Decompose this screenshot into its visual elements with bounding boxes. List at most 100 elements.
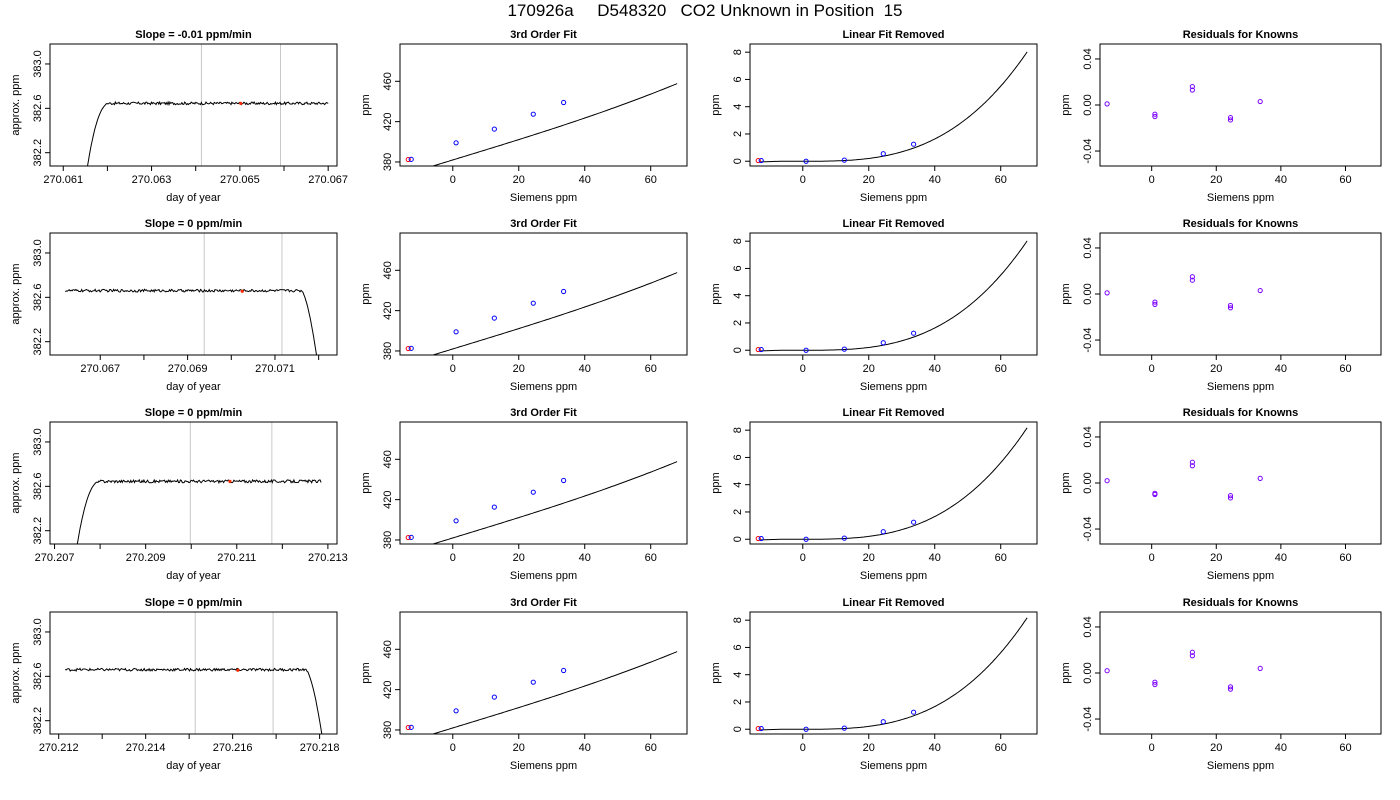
- plot-frame: [49, 232, 338, 356]
- x-tick-label: 20: [863, 742, 875, 754]
- x-tick-label: 0: [800, 363, 806, 375]
- data-point: [1257, 98, 1263, 105]
- fit-curve: [431, 651, 678, 734]
- data-point: [1227, 115, 1234, 121]
- data-point: [491, 126, 497, 132]
- x-axis-label: Siemens ppm: [860, 192, 927, 204]
- plot-area: [755, 427, 1028, 542]
- y-tick-label: 382.6: [32, 473, 44, 501]
- data-point: [408, 156, 414, 162]
- x-tick-label: 20: [513, 363, 525, 375]
- chart-title: Linear Fit Removed: [842, 218, 944, 230]
- chart-title: Slope = 0 ppm/min: [145, 407, 243, 419]
- chart-title: Residuals for Knowns: [1183, 597, 1299, 609]
- x-tick-label: 270.213: [308, 552, 348, 564]
- data-point: [561, 288, 567, 295]
- y-tick-label: 8: [732, 49, 744, 55]
- x-tick-label: 60: [995, 174, 1007, 186]
- y-axis-label: approx. ppm: [10, 642, 22, 703]
- data-point: [530, 489, 536, 495]
- x-tick-label: 270.212: [39, 742, 79, 754]
- x-tick-label: 0: [800, 174, 806, 186]
- y-tick-label: 0.04: [1082, 48, 1094, 69]
- data-point: [803, 347, 809, 353]
- x-tick-label: 0: [450, 174, 456, 186]
- y-tick-label: 460: [382, 72, 394, 90]
- y-tick-label: 0.00: [1082, 94, 1094, 115]
- y-tick-label: 2: [732, 699, 744, 705]
- x-tick-label: 40: [1275, 552, 1287, 564]
- y-tick-label: 380: [382, 721, 394, 739]
- y-tick-label: 0.04: [1082, 426, 1094, 447]
- plot-area: [76, 422, 322, 544]
- x-tick-label: 60: [645, 742, 657, 754]
- data-point: [755, 346, 761, 353]
- plot-area: [64, 233, 317, 355]
- plot-area: [405, 272, 678, 355]
- y-tick-label: 460: [382, 450, 394, 468]
- x-tick-label: 60: [645, 363, 657, 375]
- chart-panel-1-3: Residuals for Knowns 0 20 40 60 Siemens ppm -0…: [1060, 218, 1382, 393]
- data-point: [491, 694, 497, 700]
- x-tick-label: 0: [1149, 742, 1155, 754]
- fit-curve: [431, 83, 678, 166]
- data-point: [405, 345, 411, 352]
- x-tick-label: 0: [800, 552, 806, 564]
- data-point: [1189, 274, 1195, 280]
- data-point: [841, 535, 847, 541]
- plot-area: [1104, 274, 1263, 311]
- fit-curve: [431, 461, 678, 544]
- y-tick-label: 0.00: [1082, 283, 1094, 304]
- data-point: [1152, 299, 1158, 305]
- x-tick-label: 20: [863, 552, 875, 564]
- x-tick-label: 60: [1339, 363, 1351, 375]
- x-tick-label: 270.067: [80, 363, 120, 375]
- x-axis-label: Siemens ppm: [860, 760, 927, 772]
- chart-title: Residuals for Knowns: [1183, 29, 1299, 41]
- data-point: [1104, 478, 1110, 484]
- plot-frame: [399, 43, 688, 167]
- data-point: [841, 725, 847, 731]
- data-point: [1257, 287, 1263, 294]
- y-tick-label: 382.2: [32, 517, 44, 545]
- x-tick-label: 0: [450, 552, 456, 564]
- plot-frame: [749, 611, 1038, 735]
- data-point: [491, 504, 497, 510]
- x-tick-label: 270.211: [217, 552, 256, 564]
- y-tick-label: 382.2: [32, 328, 44, 356]
- chart-panel-1-2: Linear Fit Removed 0 20 40 60 Siemens ppm 0 2 4 6…: [710, 218, 1038, 393]
- data-point: [880, 529, 886, 535]
- data-point: [1104, 668, 1110, 674]
- x-tick-label: 270.063: [132, 174, 172, 186]
- plot-frame: [49, 611, 338, 735]
- y-axis-label: ppm: [1060, 662, 1072, 683]
- chart-title: Slope = -0.01 ppm/min: [135, 29, 252, 41]
- fit-curve: [431, 272, 678, 355]
- y-tick-label: 6: [732, 454, 744, 460]
- y-axis-label: ppm: [710, 94, 722, 115]
- data-point: [453, 518, 459, 524]
- chart-title: 3rd Order Fit: [510, 29, 577, 41]
- y-tick-label: 383.0: [32, 428, 44, 456]
- y-tick-label: 380: [382, 342, 394, 360]
- data-point: [880, 151, 886, 157]
- x-tick-label: 20: [1210, 174, 1222, 186]
- y-tick-label: 8: [732, 427, 744, 433]
- x-tick-label: 270.214: [126, 742, 166, 754]
- data-point: [1189, 653, 1195, 659]
- data-point: [453, 329, 459, 335]
- x-tick-label: 40: [579, 363, 591, 375]
- data-point: [1104, 101, 1110, 107]
- unknown-sample-point: [239, 101, 243, 105]
- y-axis-label: ppm: [1060, 472, 1072, 493]
- y-tick-label: 2: [732, 320, 744, 326]
- chart-title: Linear Fit Removed: [842, 407, 944, 419]
- data-point: [405, 534, 411, 541]
- chart-panel-0-2: Linear Fit Removed 0 20 40 60 Siemens ppm 0 2 4 6…: [710, 29, 1038, 204]
- x-axis-label: Siemens ppm: [1207, 570, 1274, 582]
- x-tick-label: 20: [513, 742, 525, 754]
- x-axis-label: day of year: [166, 381, 221, 393]
- x-tick-label: 20: [1210, 552, 1222, 564]
- x-tick-label: 60: [645, 552, 657, 564]
- x-tick-label: 40: [929, 363, 941, 375]
